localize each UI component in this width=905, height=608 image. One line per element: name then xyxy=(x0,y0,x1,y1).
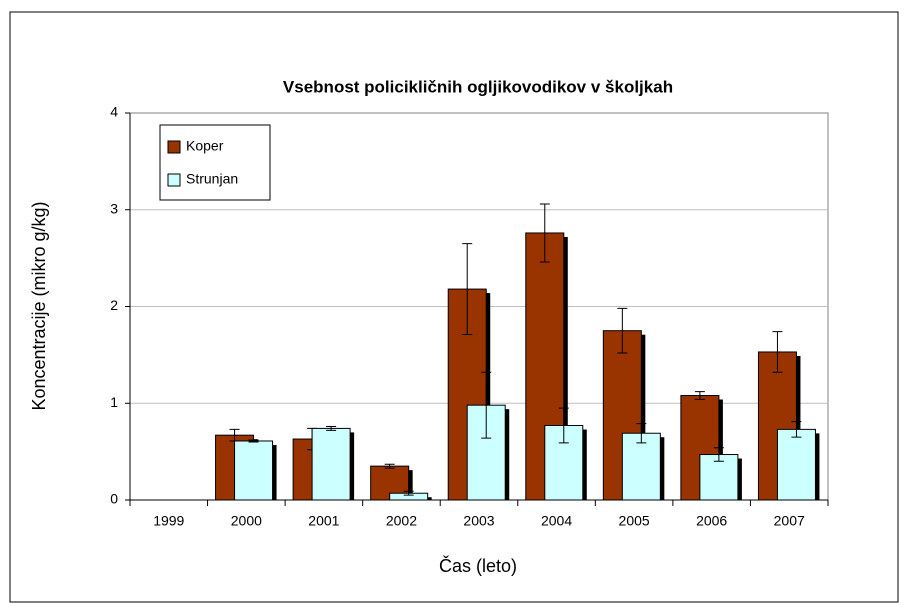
legend-box xyxy=(159,124,271,201)
x-tick-label: 2002 xyxy=(386,513,417,529)
x-axis-label: Čas (leto) xyxy=(439,555,517,576)
y-tick-label: 4 xyxy=(110,104,118,120)
y-tick-label: 2 xyxy=(110,297,118,313)
bar xyxy=(311,427,351,501)
error-bar xyxy=(384,463,395,469)
bar xyxy=(776,428,816,501)
error-bar xyxy=(772,331,783,373)
x-tick-label: 2004 xyxy=(541,513,572,529)
legend-label: Strunjan xyxy=(186,171,238,187)
error-bar xyxy=(636,423,647,444)
x-tick-label: 2001 xyxy=(308,513,339,529)
y-tick-label: 3 xyxy=(110,200,118,216)
bar xyxy=(621,432,661,501)
chart-title: Vsebnost policikličnih ogljikovodikov v … xyxy=(283,77,673,96)
error-bar xyxy=(403,490,414,496)
legend-label: Koper xyxy=(186,138,224,154)
bar xyxy=(699,454,739,501)
x-tick-label: 2000 xyxy=(231,513,262,529)
bar xyxy=(234,440,274,501)
error-bar xyxy=(326,425,337,431)
x-tick-label: 2006 xyxy=(696,513,727,529)
y-tick-label: 0 xyxy=(110,491,118,507)
x-tick-label: 2007 xyxy=(774,513,805,529)
x-tick-label: 2003 xyxy=(463,513,494,529)
legend-swatch xyxy=(167,173,181,187)
error-bar xyxy=(248,439,259,443)
error-bar xyxy=(617,307,628,354)
error-bar xyxy=(791,421,802,438)
error-bar xyxy=(539,203,550,263)
error-bar xyxy=(462,243,473,336)
legend-swatch xyxy=(167,140,181,154)
y-tick-label: 1 xyxy=(110,394,118,410)
y-axis-label: Koncentracije (mikro g/kg) xyxy=(29,201,49,410)
error-bar xyxy=(713,447,724,462)
x-tick-label: 1999 xyxy=(153,513,184,529)
error-bar xyxy=(694,391,705,400)
error-bar xyxy=(558,407,569,444)
error-bar xyxy=(481,371,492,439)
x-tick-label: 2005 xyxy=(619,513,650,529)
